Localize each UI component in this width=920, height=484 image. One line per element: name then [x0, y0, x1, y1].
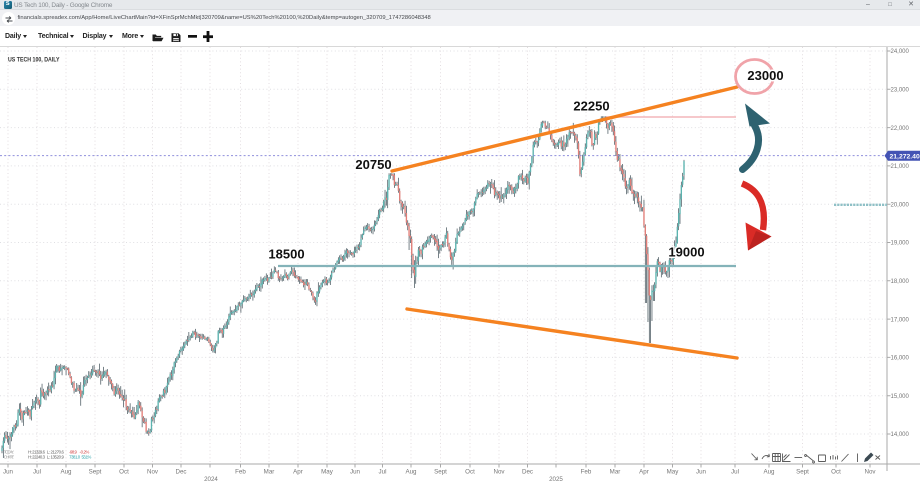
svg-text:23000: 23000 — [747, 68, 783, 83]
svg-text:May: May — [667, 469, 680, 476]
svg-text:H: 22240.3: H: 22240.3 — [28, 455, 46, 460]
svg-text:7381.0: 7381.0 — [69, 455, 81, 460]
svg-text:-98.9: -98.9 — [69, 449, 77, 454]
svg-text:15,000: 15,000 — [891, 394, 910, 400]
svg-text:Mar: Mar — [610, 469, 621, 476]
svg-text:Jul: Jul — [731, 469, 739, 476]
svg-text:21,000: 21,000 — [891, 164, 910, 170]
svg-text:Apr: Apr — [293, 469, 303, 476]
svg-text:Feb: Feb — [235, 469, 246, 476]
svg-text:2025: 2025 — [549, 476, 563, 483]
svg-text:US TECH 100, DAILY: US TECH 100, DAILY — [8, 57, 60, 64]
svg-text:Aug: Aug — [405, 469, 417, 476]
svg-text:Oct: Oct — [465, 469, 475, 476]
svg-text:17,000: 17,000 — [891, 317, 910, 323]
svg-text:18500: 18500 — [268, 247, 304, 262]
svg-text:Sept: Sept — [89, 469, 102, 476]
svg-text:Nov: Nov — [493, 469, 505, 476]
svg-text:Jul: Jul — [33, 469, 41, 476]
svg-text:20750: 20750 — [355, 157, 391, 172]
svg-text:Jun: Jun — [350, 469, 361, 476]
svg-text:-0.2%: -0.2% — [80, 449, 90, 454]
svg-text:Sept: Sept — [796, 469, 809, 476]
svg-text:L: 21270.6: L: 21270.6 — [47, 449, 65, 454]
svg-text:May: May — [321, 469, 334, 476]
svg-text:24,000: 24,000 — [891, 49, 910, 55]
svg-text:Dec: Dec — [522, 469, 533, 476]
svg-text:Jul: Jul — [379, 469, 387, 476]
svg-text:21,272.40: 21,272.40 — [890, 154, 920, 161]
svg-text:18,000: 18,000 — [891, 279, 910, 285]
svg-text:Sept: Sept — [434, 469, 447, 476]
svg-text:14,000: 14,000 — [891, 432, 910, 438]
svg-text:Feb: Feb — [581, 469, 592, 476]
svg-text:Oct: Oct — [831, 469, 841, 476]
svg-text:Jun: Jun — [696, 469, 707, 476]
svg-text:Mar: Mar — [264, 469, 275, 476]
svg-text:19,000: 19,000 — [891, 241, 910, 247]
svg-text:H: 21329.6: H: 21329.6 — [28, 449, 46, 454]
svg-text:Aug: Aug — [763, 469, 775, 476]
svg-text:Oct: Oct — [119, 469, 129, 476]
svg-text:CHART:: CHART: — [4, 455, 15, 460]
svg-text:19000: 19000 — [668, 245, 704, 260]
svg-text:Jun: Jun — [3, 469, 14, 476]
svg-text:16,000: 16,000 — [891, 356, 910, 362]
svg-text:23,000: 23,000 — [891, 88, 910, 94]
svg-text:20,000: 20,000 — [891, 202, 910, 208]
svg-text:Dec: Dec — [175, 469, 186, 476]
svg-text:L: 13520.9: L: 13520.9 — [47, 455, 65, 460]
svg-text:TODAY:: TODAY: — [4, 449, 14, 454]
svg-text:Nov: Nov — [864, 469, 876, 476]
svg-text:Aug: Aug — [60, 469, 72, 476]
svg-text:22250: 22250 — [573, 99, 609, 114]
svg-text:22,000: 22,000 — [891, 126, 910, 132]
svg-text:53.1%: 53.1% — [82, 455, 92, 460]
svg-text:2024: 2024 — [204, 476, 218, 483]
svg-text:Apr: Apr — [639, 469, 649, 476]
svg-text:Nov: Nov — [147, 469, 159, 476]
